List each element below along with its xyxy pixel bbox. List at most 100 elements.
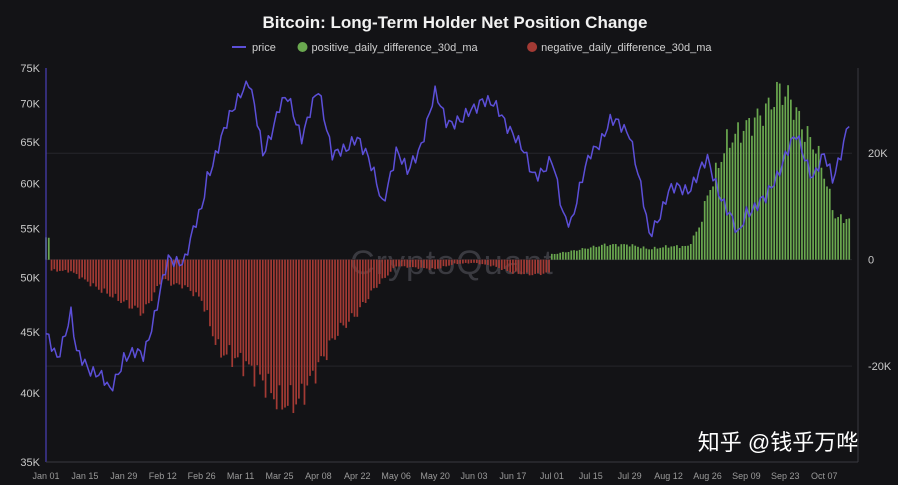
bar-positive — [678, 248, 681, 260]
bar-negative — [242, 259, 245, 377]
bar-negative — [192, 259, 195, 297]
bar-negative — [470, 259, 473, 264]
bar-negative — [361, 259, 364, 302]
bar-negative — [250, 259, 253, 366]
bar-positive — [651, 249, 653, 260]
bar-negative — [345, 259, 348, 328]
bar-negative — [281, 259, 284, 410]
bar-negative — [178, 259, 181, 285]
bar-positive — [842, 223, 845, 260]
price-line — [45, 80, 850, 392]
bar-negative — [542, 259, 545, 274]
bar-negative — [489, 259, 492, 267]
bar-negative — [537, 259, 539, 273]
bar-negative — [525, 259, 528, 273]
bar-positive — [837, 217, 839, 260]
bar-positive — [609, 244, 612, 260]
bar-negative — [450, 259, 453, 265]
bar-negative — [292, 259, 295, 414]
bar-negative — [311, 259, 314, 371]
price-line-group — [45, 80, 850, 392]
bar-positive — [809, 137, 812, 260]
bar-negative — [103, 259, 106, 289]
bar-positive — [806, 126, 809, 260]
bar-negative — [181, 259, 184, 289]
bar-positive — [801, 129, 803, 260]
bar-negative — [350, 259, 353, 314]
bar-negative — [223, 259, 225, 356]
bar-positive — [828, 188, 831, 260]
bar-negative — [495, 259, 498, 267]
bar-negative — [245, 259, 247, 362]
bar-negative — [120, 259, 122, 303]
bar-positive — [789, 99, 792, 260]
zhihu-watermark: 知乎 @钱乎万哗 — [698, 430, 858, 455]
bar-negative — [125, 259, 128, 301]
x-tick-label-8: Apr 22 — [344, 471, 371, 481]
bar-negative — [186, 259, 189, 288]
bar-negative — [448, 259, 450, 266]
bar-positive — [787, 85, 789, 260]
bar-negative — [86, 259, 89, 282]
bar-positive — [670, 246, 673, 260]
bar-negative — [406, 259, 409, 268]
bar-positive — [587, 248, 589, 260]
left-tick-label-4: 55K — [20, 223, 40, 235]
bar-positive — [706, 195, 709, 260]
x-tick-label-3: Feb 12 — [149, 471, 177, 481]
bar-negative — [248, 259, 250, 365]
bar-negative — [339, 259, 342, 323]
bar-negative — [273, 259, 275, 400]
left-tick-label-3: 60K — [20, 178, 40, 190]
bar-positive — [831, 210, 834, 260]
bar-negative — [253, 259, 256, 387]
x-tick-label-17: Aug 26 — [693, 471, 722, 481]
bar-negative — [150, 259, 153, 302]
bar-negative — [428, 259, 431, 270]
bar-negative — [417, 259, 420, 269]
bar-positive — [559, 252, 562, 260]
bar-positive — [673, 246, 675, 260]
bar-negative — [400, 259, 403, 267]
bar-negative — [314, 259, 317, 384]
bar-negative — [528, 259, 531, 276]
bar-negative — [423, 259, 425, 269]
bar-positive — [784, 96, 787, 260]
bar-negative — [492, 259, 495, 266]
bar-negative — [50, 259, 53, 271]
bar-negative — [72, 259, 75, 273]
bar-positive — [595, 247, 598, 260]
bar-positive — [734, 133, 737, 260]
bar-negative — [256, 259, 259, 366]
bar-negative — [295, 259, 297, 405]
legend-marker-2 — [527, 42, 538, 52]
bar-positive — [601, 244, 603, 260]
legend-label-0: price — [252, 42, 276, 54]
bar-positive — [714, 162, 717, 260]
bar-negative — [386, 259, 389, 276]
bar-negative — [336, 259, 339, 336]
bar-positive — [834, 218, 837, 260]
bar-positive — [653, 246, 656, 260]
bar-positive — [562, 251, 564, 260]
bar-positive — [756, 108, 759, 260]
bar-negative — [325, 259, 328, 361]
bar-negative — [412, 259, 414, 268]
bar-negative — [548, 259, 550, 273]
bar-negative — [170, 259, 172, 286]
legend: price positive_daily_difference_30d_ma neg… — [232, 42, 712, 54]
bar-positive — [656, 248, 659, 260]
bar-negative — [414, 259, 417, 268]
bar-negative — [167, 259, 170, 281]
bar-positive — [723, 153, 726, 260]
bar-negative — [261, 259, 264, 381]
bar-positive — [726, 129, 728, 260]
bar-negative — [100, 259, 103, 293]
bar-negative — [359, 259, 361, 308]
bar-positive — [751, 135, 753, 260]
bar-negative — [92, 259, 95, 284]
bar-negative — [142, 259, 145, 314]
bar-negative — [523, 259, 525, 275]
bar-positive — [667, 247, 670, 260]
bar-positive — [717, 168, 720, 260]
